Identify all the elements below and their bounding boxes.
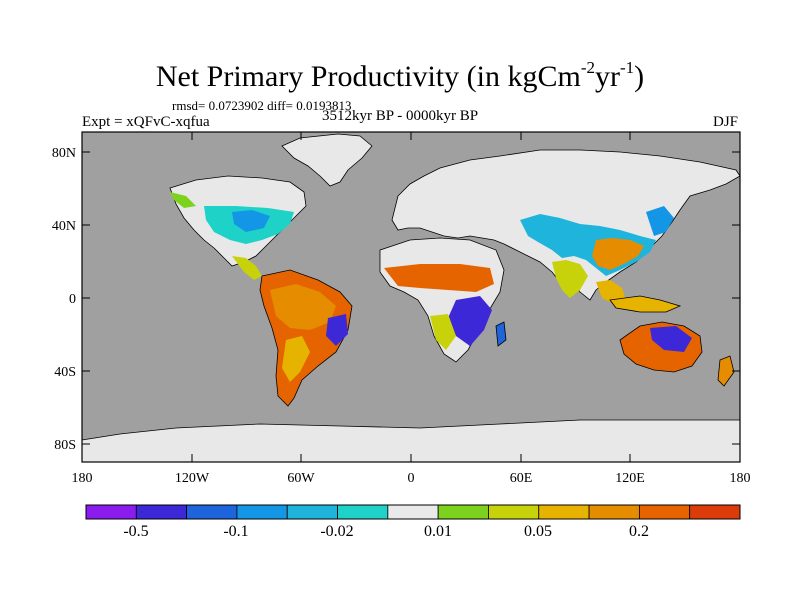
lon-tick-label: 60E bbox=[510, 471, 533, 486]
colorbar-box bbox=[85, 504, 137, 520]
africa-south-yellow bbox=[430, 314, 456, 350]
china-orange-region bbox=[592, 238, 644, 270]
east-asia-blue bbox=[646, 206, 674, 236]
colorbar-box bbox=[186, 504, 238, 520]
experiment-label: Expt = xQFvC-xqfua bbox=[82, 114, 210, 130]
season-label: DJF bbox=[712, 114, 738, 130]
colorbar: -0.5 -0.1 -0.02 0.01 0.05 0.2 bbox=[85, 504, 741, 540]
new-zealand bbox=[717, 355, 735, 387]
lon-tick-label: 0 bbox=[408, 471, 415, 486]
lat-tick-label: 80N bbox=[52, 146, 76, 161]
south-america-blue bbox=[326, 314, 348, 346]
colorbar-frame bbox=[85, 504, 741, 520]
greenland-ice bbox=[281, 133, 373, 187]
north-america-deep-blue bbox=[232, 210, 270, 232]
colorbar-box bbox=[337, 504, 389, 520]
lon-tick-label: 180 bbox=[730, 471, 751, 486]
colorbar-box bbox=[236, 504, 288, 520]
india-region bbox=[552, 260, 588, 298]
colorbar-label: -0.02 bbox=[320, 523, 353, 540]
lon-tick-label: 180 bbox=[72, 471, 93, 486]
colorbar-label: -0.1 bbox=[223, 523, 248, 540]
lon-tick-label: 120W bbox=[175, 471, 210, 486]
lon-axis: 180 120W 60W 0 60E 120E 180 bbox=[72, 132, 751, 486]
lat-tick-label: 40S bbox=[54, 365, 76, 380]
lon-tick-label: 120E bbox=[615, 471, 645, 486]
central-america-region bbox=[232, 256, 262, 280]
south-america-yellow bbox=[282, 336, 310, 382]
colorbar-box bbox=[689, 504, 741, 520]
colorbar-box bbox=[437, 504, 489, 520]
colorbar-box bbox=[387, 504, 439, 520]
australia-blue bbox=[650, 326, 692, 352]
africa-east-blue bbox=[448, 296, 492, 346]
colorbar-box bbox=[286, 504, 338, 520]
colorbar-label: 0.05 bbox=[524, 523, 552, 540]
chart-title: Net Primary Productivity (in kgCm-2yr-1) bbox=[155, 58, 645, 93]
lat-axis: 80N 40N 0 40S 80S bbox=[52, 146, 740, 453]
sahel-orange bbox=[384, 264, 494, 292]
madagascar bbox=[495, 321, 507, 347]
colorbar-label: -0.5 bbox=[123, 523, 148, 540]
alaska-green bbox=[170, 192, 196, 208]
indonesia bbox=[609, 295, 682, 313]
lon-tick-label: 60W bbox=[287, 471, 315, 486]
lat-tick-label: 80S bbox=[54, 438, 76, 453]
colorbar-label: 0.01 bbox=[424, 523, 452, 540]
map-panel bbox=[81, 131, 741, 463]
south-america-orange bbox=[270, 284, 336, 330]
southeast-asia-region bbox=[596, 280, 626, 304]
lat-tick-label: 40N bbox=[52, 219, 76, 234]
rmsd-diff-label: rmsd= 0.0723902 diff= 0.0193813 bbox=[172, 98, 352, 113]
colorbar-box bbox=[538, 504, 590, 520]
colorbar-label: 0.2 bbox=[629, 523, 649, 540]
colorbar-box bbox=[588, 504, 640, 520]
colorbar-box bbox=[488, 504, 540, 520]
period-label: 3512kyr BP - 0000kyr BP bbox=[322, 108, 479, 124]
colorbar-box bbox=[135, 504, 188, 520]
colorbar-box bbox=[638, 504, 691, 520]
lat-tick-label: 0 bbox=[69, 292, 76, 307]
